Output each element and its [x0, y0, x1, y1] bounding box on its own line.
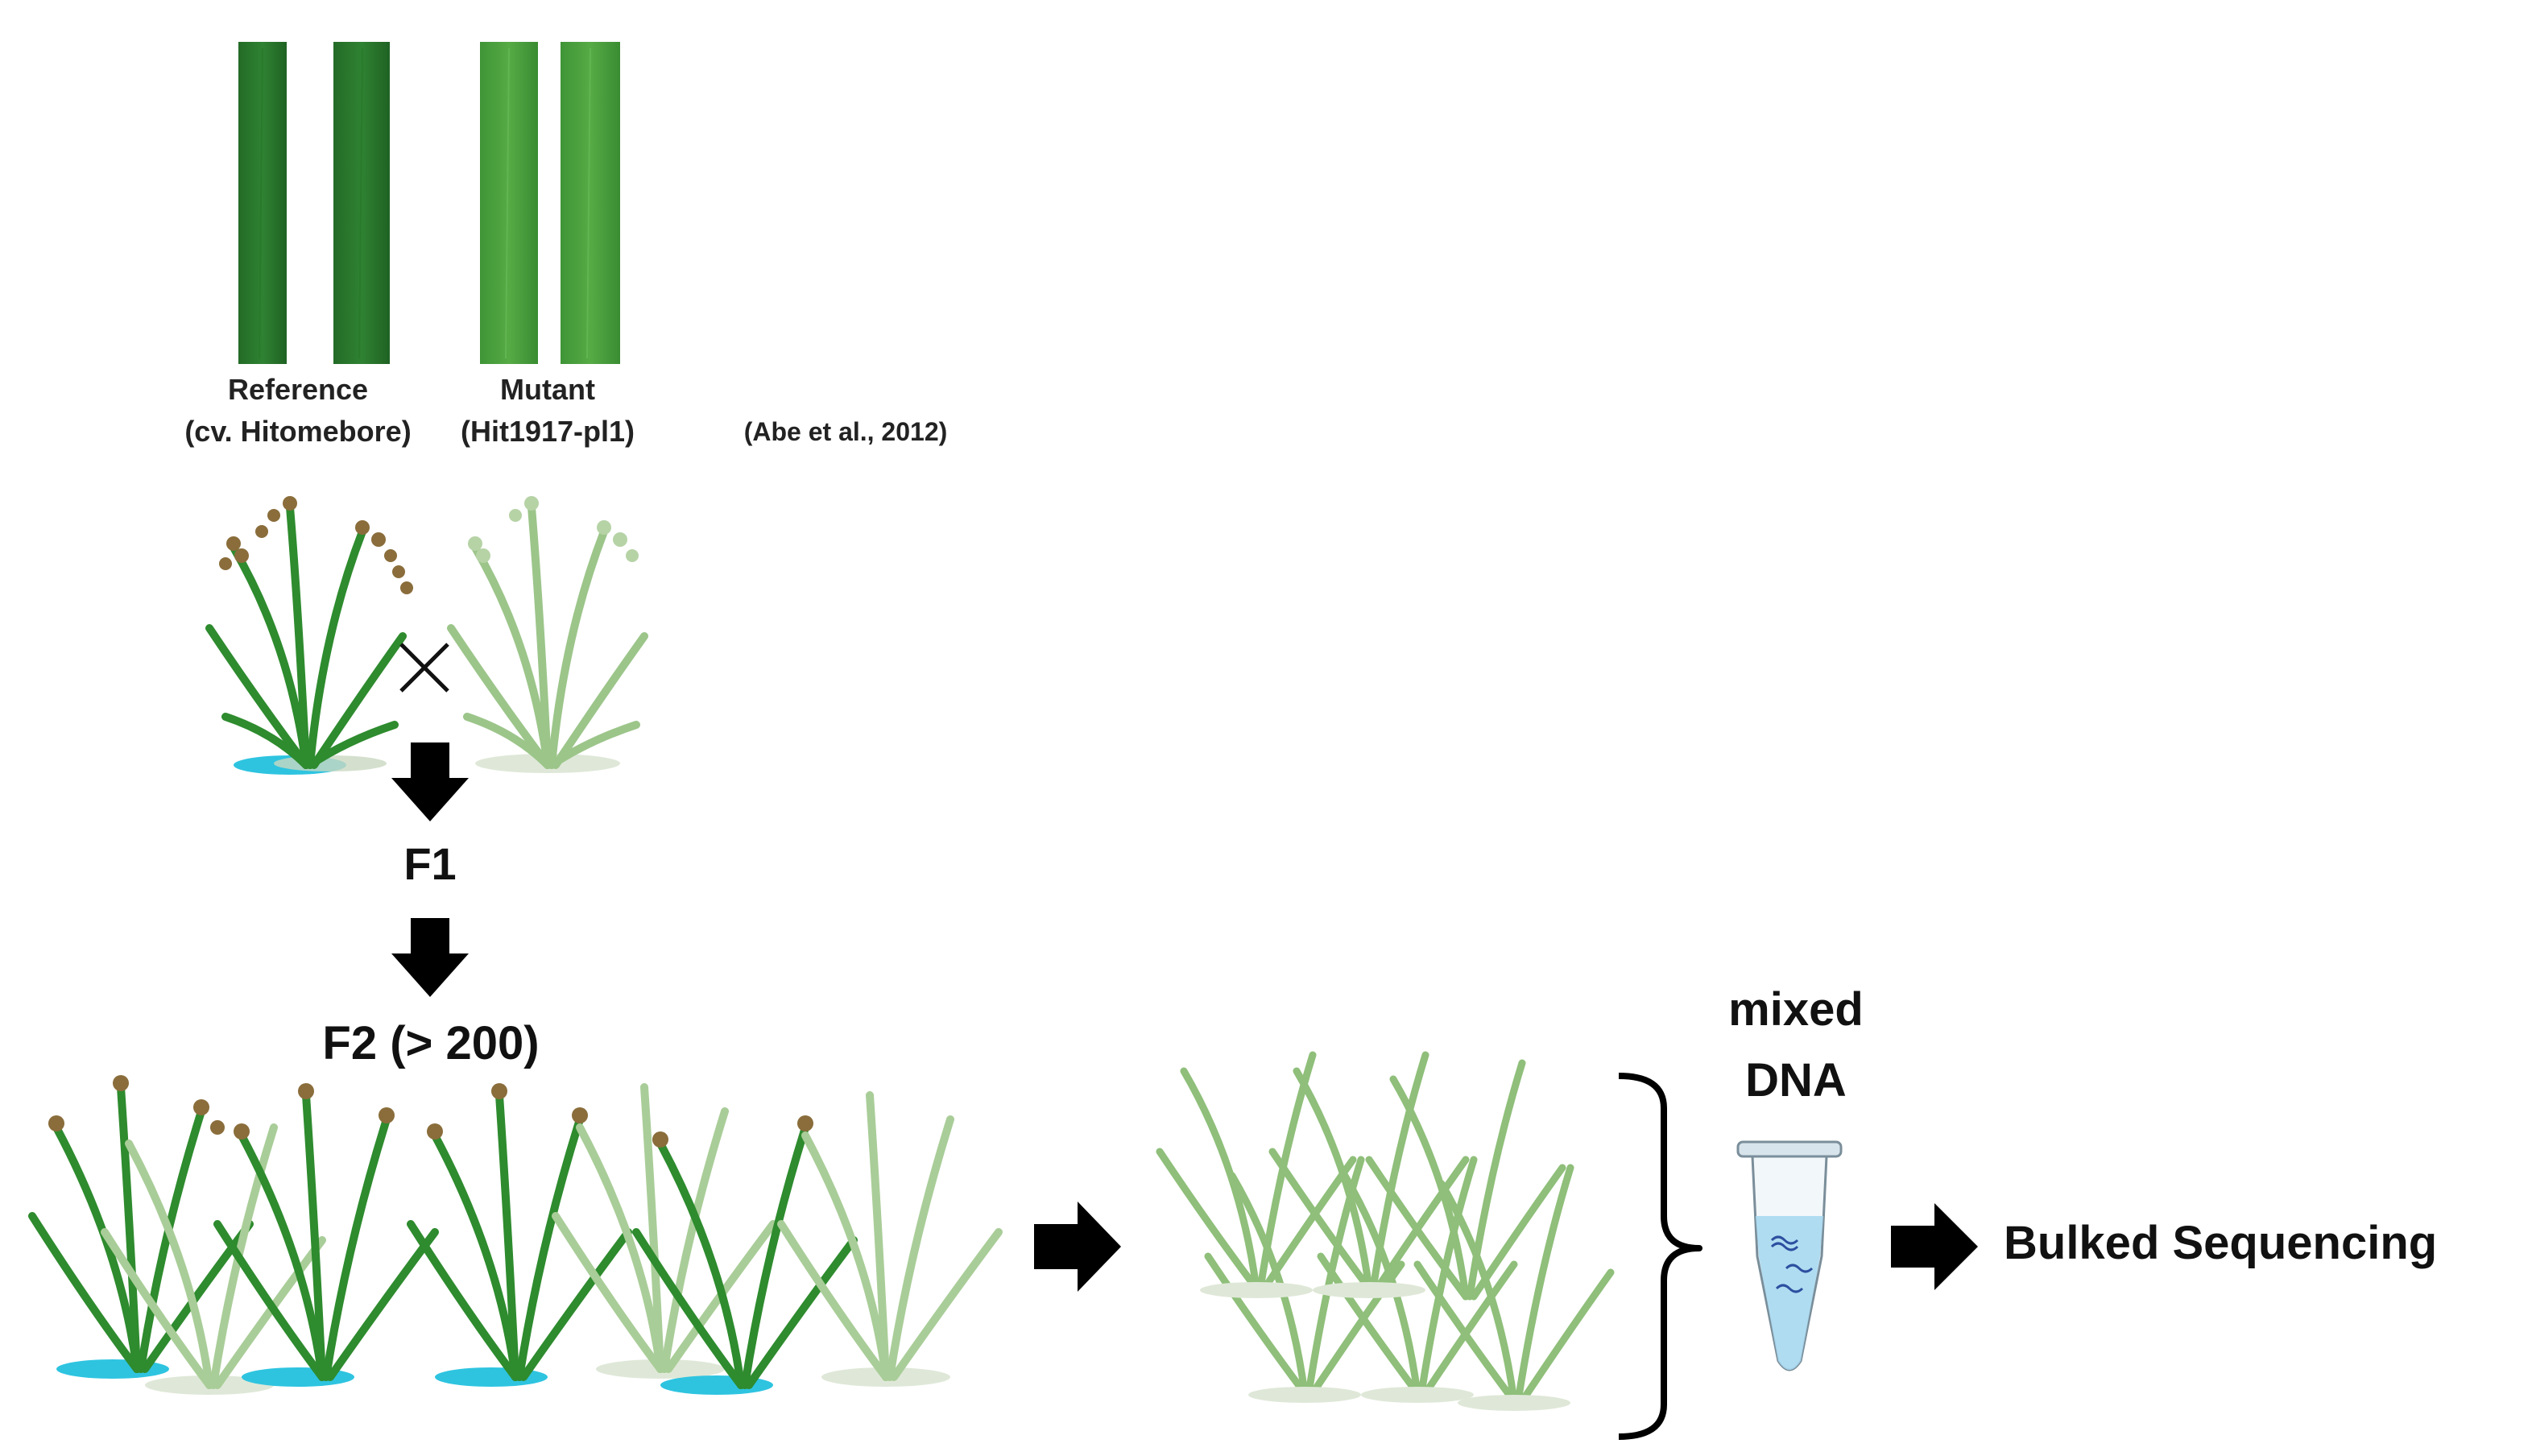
- reference-label: Reference (cv. Hitomebore): [184, 373, 412, 448]
- citation-label: (Abe et al., 2012): [743, 417, 948, 446]
- f2-label: F2 (> 200): [322, 1017, 540, 1069]
- mutant-label: Mutant (Hit1917-pl1): [460, 373, 635, 448]
- mixed-dna-label: mixed DNA: [1728, 983, 1864, 1106]
- f1-label: F1: [403, 838, 457, 889]
- dna-icon: [1770, 1235, 1814, 1293]
- bulked-sequencing-label: Bulked Sequencing: [2004, 1217, 2438, 1269]
